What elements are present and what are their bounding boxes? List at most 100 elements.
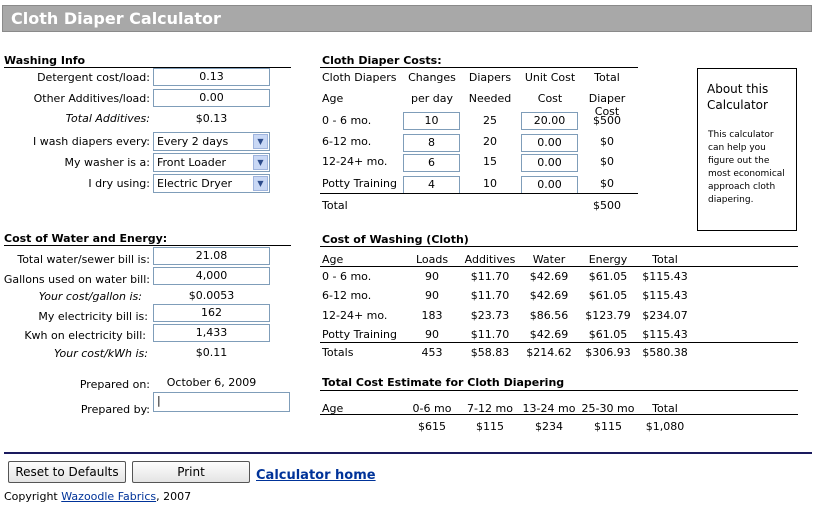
total-additives-label: Total Additives: <box>65 112 150 125</box>
wash-frequency-select[interactable]: Every 2 days ▼ <box>153 132 270 151</box>
col-header-changes: Changes <box>408 71 456 84</box>
col-header-cloth-diapers: Cloth Diapers <box>322 71 397 84</box>
col-header-unit-cost: Unit Cost <box>524 71 576 84</box>
estimate-header-rule <box>320 414 798 415</box>
wc-row-0-total: $115.43 <box>642 270 688 283</box>
needed-6-12: 20 <box>483 135 497 148</box>
est-value-13-24: $234 <box>535 420 563 433</box>
electricity-bill-input[interactable]: 162 <box>153 304 270 322</box>
wc-row-0-loads: 90 <box>425 270 439 283</box>
cost-per-gallon-label: Your cost/gallon is: <box>38 290 142 303</box>
total-0-6: $500 <box>593 114 621 127</box>
wc-row-2-loads: 183 <box>421 309 443 322</box>
col-header-per-day: per day <box>410 92 453 105</box>
wc-row-0-energy: $61.05 <box>588 270 628 283</box>
copyright-text: Copyright <box>4 490 58 503</box>
wc-row-1-loads: 90 <box>425 289 439 302</box>
wc-header-loads: Loads <box>415 253 449 266</box>
wc-header-total: Total <box>652 253 678 266</box>
washer-type-select[interactable]: Front Loader ▼ <box>153 153 270 172</box>
changes-input-6-12[interactable]: 8 <box>403 134 460 152</box>
gallons-input[interactable]: 4,000 <box>153 267 270 285</box>
water-energy-rule <box>4 245 291 246</box>
wc-row-1-age: 6-12 mo. <box>322 289 372 302</box>
diaper-costs-total-rule <box>320 193 638 194</box>
wc-header-water: Water <box>532 253 566 266</box>
est-header-13-24: 13-24 mo <box>522 402 576 415</box>
washing-cost-header-rule <box>320 266 798 267</box>
col-header-total: Total <box>594 71 620 84</box>
est-header-age: Age <box>322 402 344 415</box>
page-title: Cloth Diaper Calculator <box>11 9 221 28</box>
changes-input-potty[interactable]: 4 <box>403 176 460 194</box>
wc-row-4-additives: $58.83 <box>470 346 510 359</box>
wc-row-2-total: $234.07 <box>642 309 688 322</box>
wc-row-4-loads: 453 <box>421 346 443 359</box>
total-potty: $0 <box>600 177 614 190</box>
about-box: About this Calculator This calculator ca… <box>697 68 797 231</box>
row-age-6-12: 6-12 mo. <box>322 135 372 148</box>
washer-type-label: My washer is a: <box>64 156 150 169</box>
wc-row-0-age: 0 - 6 mo. <box>322 270 372 283</box>
wc-row-2-additives: $23.73 <box>470 309 510 322</box>
diaper-costs-heading: Cloth Diaper Costs: <box>322 54 442 67</box>
est-value-total: $1,080 <box>645 420 685 433</box>
dryer-value: Electric Dryer <box>157 177 233 190</box>
unit-cost-input-12-24[interactable]: 0.00 <box>521 154 578 172</box>
calculator-home-link[interactable]: Calculator home <box>256 468 376 483</box>
print-button[interactable]: Print <box>132 461 250 483</box>
changes-input-12-24[interactable]: 6 <box>403 154 460 172</box>
about-title: About this Calculator <box>707 82 769 112</box>
washing-info-heading: Washing Info <box>4 54 86 67</box>
col-header-diaper-cost: Diaper Cost <box>588 92 626 118</box>
prepared-on-label: Prepared on: <box>79 378 150 391</box>
wc-row-2-water: $86.56 <box>529 309 569 322</box>
wc-row-3-energy: $61.05 <box>588 328 628 341</box>
company-link[interactable]: Wazoodle Fabrics <box>61 490 157 503</box>
wc-row-3-water: $42.69 <box>529 328 569 341</box>
additives-input[interactable]: 0.00 <box>153 89 270 107</box>
water-bill-label: Total water/sewer bill is: <box>17 253 150 266</box>
copyright-year: , 2007 <box>156 490 192 503</box>
wc-row-1-energy: $61.05 <box>588 289 628 302</box>
prepared-by-input[interactable]: | <box>153 392 290 412</box>
wc-header-age: Age <box>322 253 344 266</box>
kwh-input[interactable]: 1,433 <box>153 324 270 342</box>
wc-row-2-energy: $123.79 <box>585 309 631 322</box>
needed-potty: 10 <box>483 177 497 190</box>
copyright-line: Copyright Wazoodle Fabrics, 2007 <box>4 490 191 503</box>
footer-rule <box>4 452 812 454</box>
changes-input-0-6[interactable]: 10 <box>403 112 460 130</box>
unit-cost-input-potty[interactable]: 0.00 <box>521 176 578 194</box>
wc-row-3-age: Potty Training <box>322 328 398 341</box>
washer-type-value: Front Loader <box>157 156 226 169</box>
chevron-down-icon[interactable]: ▼ <box>253 176 268 191</box>
electricity-bill-label: My electricity bill is: <box>38 310 148 323</box>
washing-cost-rule <box>320 246 798 247</box>
wc-row-0-additives: $11.70 <box>470 270 510 283</box>
total-6-12: $0 <box>600 135 614 148</box>
estimate-rule <box>320 390 798 391</box>
detergent-input[interactable]: 0.13 <box>153 68 270 86</box>
estimate-heading: Total Cost Estimate for Cloth Diapering <box>322 376 565 389</box>
needed-12-24: 15 <box>483 155 497 168</box>
prepared-on-value: October 6, 2009 <box>166 376 257 389</box>
water-bill-input[interactable]: 21.08 <box>153 247 270 265</box>
wc-header-energy: Energy <box>588 253 628 266</box>
col-header-needed: Needed <box>468 92 512 105</box>
wc-row-3-loads: 90 <box>425 328 439 341</box>
chevron-down-icon[interactable]: ▼ <box>253 134 268 149</box>
unit-cost-input-6-12[interactable]: 0.00 <box>521 134 578 152</box>
unit-cost-input-0-6[interactable]: 20.00 <box>521 112 578 130</box>
dryer-select[interactable]: Electric Dryer ▼ <box>153 174 270 193</box>
est-header-0-6: 0-6 mo <box>412 402 452 415</box>
wc-row-4-age: Totals <box>322 346 354 359</box>
est-value-7-12: $115 <box>476 420 504 433</box>
cost-per-kwh-value: $0.11 <box>195 346 228 359</box>
cost-per-gallon-value: $0.0053 <box>188 289 235 302</box>
washing-cost-total-rule <box>320 342 798 343</box>
est-header-total: Total <box>652 402 678 415</box>
est-header-7-12: 7-12 mo <box>467 402 513 415</box>
reset-button[interactable]: Reset to Defaults <box>8 461 126 483</box>
chevron-down-icon[interactable]: ▼ <box>253 155 268 170</box>
